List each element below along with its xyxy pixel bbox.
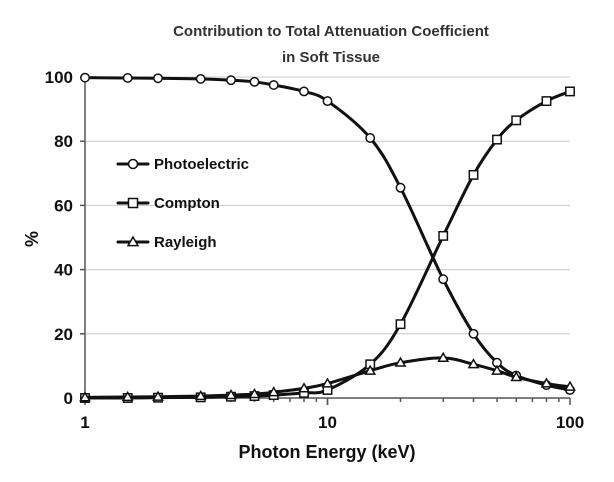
- data-point-photoelectric: [80, 72, 90, 83]
- tick-labels: 0 20 40 60 80 100 1 10 100: [45, 68, 585, 432]
- data-point-photoelectric: [122, 73, 133, 83]
- legend-item-rayleigh: Rayleigh: [116, 234, 217, 251]
- data-point-photoelectric: [249, 76, 260, 87]
- data-point-rayleigh: [437, 351, 450, 362]
- data-point-rayleigh: [467, 358, 480, 369]
- chart-title-line-2: in Soft Tissue: [282, 49, 380, 66]
- x-tick-label: 1: [80, 413, 89, 432]
- y-tick-label: 20: [54, 325, 73, 344]
- data-point-photoelectric: [468, 328, 479, 339]
- data-point-rayleigh: [225, 388, 237, 400]
- data-point-photoelectric: [268, 80, 279, 90]
- data-point-rayleigh: [364, 364, 377, 375]
- data-point-rayleigh: [321, 377, 334, 388]
- y-tick-label: 100: [45, 68, 73, 87]
- series: [79, 72, 576, 403]
- legend-item-photoelectric: Photoelectric: [116, 156, 249, 173]
- legend-label-compton: Compton: [154, 195, 220, 212]
- legend-marker-photoelectric: [127, 158, 139, 170]
- x-tick-label: 100: [556, 413, 584, 432]
- data-point-rayleigh: [394, 356, 407, 367]
- data-point-compton: [511, 115, 522, 126]
- legend-label-rayleigh: Rayleigh: [154, 234, 217, 251]
- data-point-photoelectric: [226, 75, 236, 86]
- data-point-compton: [492, 134, 502, 145]
- chart-title-line-1: Contribution to Total Attenuation Coeffi…: [173, 23, 489, 40]
- data-point-photoelectric: [195, 73, 206, 84]
- x-axis-label: Photon Energy (keV): [238, 442, 415, 462]
- legend-marker-compton: [127, 197, 139, 209]
- data-point-rayleigh: [152, 390, 164, 401]
- data-point-photoelectric: [322, 96, 333, 107]
- data-point-photoelectric: [153, 73, 163, 84]
- data-point-photoelectric: [438, 274, 449, 285]
- legend-item-compton: Compton: [116, 195, 220, 212]
- data-point-rayleigh: [298, 382, 310, 393]
- data-point-rayleigh: [194, 389, 207, 401]
- legend: Photoelectric Compton Rayleigh: [116, 156, 249, 251]
- series-photoelectric: [80, 72, 575, 395]
- series-rayleigh: [79, 351, 576, 402]
- data-point-compton: [395, 319, 406, 330]
- data-point-rayleigh: [540, 377, 553, 388]
- data-point-rayleigh: [267, 386, 280, 397]
- data-point-photoelectric: [365, 133, 376, 143]
- data-point-rayleigh: [564, 380, 576, 391]
- data-point-rayleigh: [510, 371, 523, 382]
- legend-label-photoelectric: Photoelectric: [154, 156, 249, 173]
- data-point-rayleigh: [491, 364, 503, 375]
- data-point-compton: [565, 86, 575, 97]
- data-point-compton: [438, 230, 449, 241]
- data-point-compton: [468, 169, 479, 180]
- data-point-photoelectric: [299, 86, 309, 97]
- y-tick-label: 0: [64, 389, 73, 408]
- legend-marker-rayleigh: [126, 235, 140, 247]
- y-tick-label: 40: [54, 261, 73, 280]
- x-tick-label: 10: [318, 413, 337, 432]
- data-point-rayleigh: [121, 390, 134, 402]
- y-tick-label: 80: [54, 132, 73, 151]
- y-tick-label: 60: [54, 196, 73, 215]
- data-point-compton: [541, 96, 552, 107]
- data-point-photoelectric: [395, 182, 406, 193]
- data-point-rayleigh: [248, 388, 261, 399]
- y-axis-label: %: [22, 231, 42, 247]
- data-point-rayleigh: [79, 391, 91, 402]
